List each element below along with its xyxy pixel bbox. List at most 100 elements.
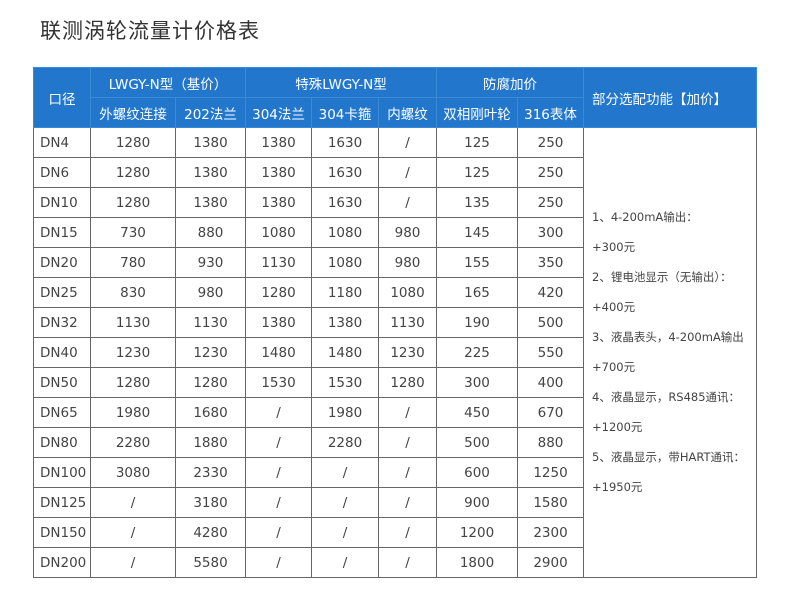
price-cell: 980 [378, 217, 437, 248]
price-cell: / [90, 547, 176, 578]
price-cell: / [90, 517, 176, 548]
size-cell: DN40 [33, 337, 91, 368]
price-cell: 250 [517, 157, 584, 188]
table-row: DN125/3180///900 1580 [33, 487, 757, 518]
price-cell: 1580 [517, 487, 584, 518]
price-cell: / [378, 127, 437, 158]
price-cell: / [245, 427, 312, 458]
price-cell: 500 [517, 307, 584, 338]
header-col: 双相刚叶轮 [436, 97, 518, 128]
table-row: DN100 3080 2330///600 1250 [33, 457, 757, 488]
price-cell: 190 [436, 307, 518, 338]
price-cell: 980 [175, 277, 246, 308]
price-cell: / [378, 487, 437, 518]
price-cell: 550 [517, 337, 584, 368]
header-group-special: 特殊LWGY-N型 [245, 67, 437, 98]
price-cell: / [311, 487, 379, 518]
price-cell: 1630 [311, 157, 379, 188]
price-cell: 1080 [245, 217, 312, 248]
price-cell: 830 [90, 277, 176, 308]
price-cell: 1380 [311, 307, 379, 338]
header-col: 304法兰 [245, 97, 312, 128]
table-row: DN10 1280 1380 1380 1630/135 250 [33, 187, 757, 218]
price-cell: 1230 [378, 337, 437, 368]
price-cell: / [245, 397, 312, 428]
price-cell: 1080 [311, 217, 379, 248]
table-row: DN200/5580///1800 2900 [33, 547, 757, 578]
price-cell: / [311, 517, 379, 548]
price-cell: 600 [436, 457, 518, 488]
price-cell: 145 [436, 217, 518, 248]
header-group-anticorrosion: 防腐加价 [436, 67, 584, 98]
price-cell: 500 [436, 427, 518, 458]
price-cell: / [245, 547, 312, 578]
options-notes: 1、4-200mA输出： +300元 2、锂电池显示（无输出）： +400元 3、液晶表… [583, 127, 757, 578]
price-cell: 1230 [175, 337, 246, 368]
price-cell: 930 [175, 247, 246, 278]
price-cell: / [378, 547, 437, 578]
price-cell: 1130 [245, 247, 312, 278]
price-cell: / [378, 187, 437, 218]
table-body: DN4 1280 1380 1380 1630/125 250 1、4-200mA输出： +3… [33, 127, 757, 578]
price-cell: / [311, 547, 379, 578]
note-line: +700元 [592, 360, 636, 374]
price-cell: / [245, 517, 312, 548]
price-cell: 2330 [175, 457, 246, 488]
size-cell: DN80 [33, 427, 91, 458]
price-cell: 1480 [311, 337, 379, 368]
table-row: DN150/4280///1200 2300 [33, 517, 757, 548]
size-cell: DN10 [33, 187, 91, 218]
price-cell: 1380 [245, 157, 312, 188]
price-cell: / [90, 487, 176, 518]
price-cell: 1130 [90, 307, 176, 338]
price-cell: 900 [436, 487, 518, 518]
table-row: DN25 830 980 1280 1180 1080 165 420 [33, 277, 757, 308]
price-cell: 350 [517, 247, 584, 278]
price-cell: / [378, 157, 437, 188]
price-cell: 1280 [245, 277, 312, 308]
price-cell: 670 [517, 397, 584, 428]
price-cell: 5580 [175, 547, 246, 578]
header-options: 部分选配功能【加价】 [583, 67, 757, 128]
price-cell: 420 [517, 277, 584, 308]
price-cell: 2300 [517, 517, 584, 548]
size-cell: DN65 [33, 397, 91, 428]
price-cell: 1280 [175, 367, 246, 398]
note-line: +400元 [592, 300, 636, 314]
size-cell: DN50 [33, 367, 91, 398]
table-row: DN20 780 930 1130 1080 980 155 350 [33, 247, 757, 278]
price-cell: 1080 [311, 247, 379, 278]
note-line: 1、4-200mA输出： [592, 210, 698, 224]
price-cell: 155 [436, 247, 518, 278]
price-cell: 1980 [311, 397, 379, 428]
note-line: +300元 [592, 240, 636, 254]
price-cell: / [378, 427, 437, 458]
note-line: 5、液晶显示，带HART通讯： [592, 450, 746, 464]
table-row: DN80 2280 1880/2280/500 880 [33, 427, 757, 458]
price-cell: / [378, 457, 437, 488]
price-cell: 1380 [245, 127, 312, 158]
size-cell: DN125 [33, 487, 91, 518]
size-cell: DN15 [33, 217, 91, 248]
price-cell: 250 [517, 127, 584, 158]
size-cell: DN25 [33, 277, 91, 308]
table-row: DN50 1280 1280 1530 1530 1280 300 400 [33, 367, 757, 398]
price-cell: 250 [517, 187, 584, 218]
header-col: 316表体 [517, 97, 584, 128]
price-cell: 1280 [90, 187, 176, 218]
price-cell: 1380 [175, 127, 246, 158]
price-cell: 1200 [436, 517, 518, 548]
price-cell: 1980 [90, 397, 176, 428]
price-cell: 1530 [311, 367, 379, 398]
price-cell: 1130 [378, 307, 437, 338]
size-cell: DN20 [33, 247, 91, 278]
price-cell: 165 [436, 277, 518, 308]
price-table: 口径 LWGY-N型（基价） 特殊LWGY-N型 防腐加价 部分选配功能【加价】… [33, 67, 757, 578]
price-cell: / [378, 397, 437, 428]
price-cell: 1080 [378, 277, 437, 308]
header-size: 口径 [33, 67, 91, 128]
price-cell: 730 [90, 217, 176, 248]
price-cell: 1800 [436, 547, 518, 578]
price-cell: 1280 [378, 367, 437, 398]
table-row: DN4 1280 1380 1380 1630/125 250 1、4-200mA输出： +3… [33, 127, 757, 578]
